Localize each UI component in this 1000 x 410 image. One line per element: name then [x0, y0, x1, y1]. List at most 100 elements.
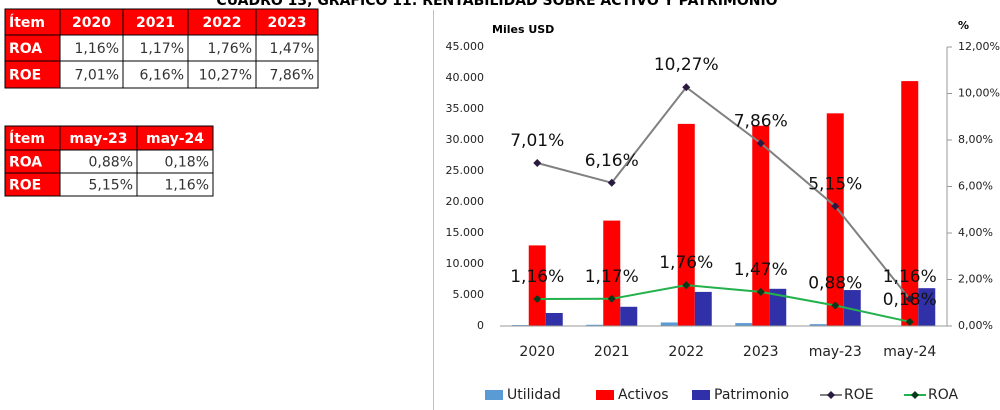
legend-label: Patrimonio — [714, 387, 789, 403]
y-axis-title: Miles USD — [492, 23, 554, 36]
x-tick-label: 2023 — [743, 344, 779, 360]
table-text: ROA — [9, 41, 42, 57]
y2-tick-label: 6,00% — [958, 180, 993, 193]
marker — [682, 83, 691, 92]
legend-swatch — [692, 390, 710, 400]
bar — [752, 125, 770, 327]
bar — [826, 113, 844, 326]
y2-tick-label: 0,00% — [958, 319, 993, 332]
table-cell — [187, 34, 257, 62]
marker — [682, 281, 691, 290]
y-tick-label: 30.000 — [446, 133, 485, 146]
table-text: may-24 — [146, 131, 204, 147]
table-text: Ítem — [9, 130, 45, 147]
y-tick-label: 25.000 — [446, 164, 485, 177]
bar — [620, 306, 638, 326]
marker — [756, 287, 765, 296]
data-label: 6,16% — [585, 151, 639, 171]
y2-tick-label: 10,00% — [958, 87, 1000, 100]
table-text: 10,27% — [199, 68, 252, 84]
bar — [809, 324, 827, 326]
legend-swatch — [596, 390, 614, 400]
x-tick-label: 2021 — [594, 344, 630, 360]
y-tick-label: 40.000 — [446, 71, 485, 84]
data-label: 0,88% — [808, 274, 862, 294]
marker — [905, 295, 914, 304]
table-text: 0,88% — [89, 155, 133, 171]
line — [537, 284, 910, 323]
data-label: 1,17% — [585, 267, 639, 287]
bar — [694, 291, 712, 326]
bar — [528, 245, 546, 326]
data-label: 5,15% — [808, 174, 862, 194]
bar — [677, 123, 695, 326]
data-label: 1,16% — [883, 267, 937, 287]
y2-tick-label: 4,00% — [958, 226, 993, 239]
table-text: 7,01% — [75, 68, 119, 84]
data-label: 7,01% — [510, 131, 564, 151]
legend-marker — [911, 391, 919, 399]
bar — [769, 288, 787, 326]
line — [536, 85, 911, 300]
y2-tick-label: 12,00% — [958, 40, 1000, 53]
data-label: 1,47% — [734, 260, 788, 280]
bar — [843, 290, 861, 326]
table-text: 1,76% — [208, 41, 252, 57]
table-cell — [255, 34, 319, 62]
table-text: 0,18% — [165, 155, 209, 171]
x-tick-label: 2022 — [668, 344, 704, 360]
page-title: CUADRO 13, GRÁFICO 11: RENTABILIDAD SOBR… — [216, 0, 777, 9]
x-tick-label: may-24 — [883, 344, 936, 360]
table-text: ROE — [9, 178, 41, 194]
y2-tick-label: 2,00% — [958, 273, 993, 286]
legend-label: ROA — [928, 387, 959, 403]
data-label: 1,16% — [510, 267, 564, 287]
y-tick-label: 5.000 — [453, 288, 485, 301]
y-tick-label: 0 — [477, 319, 484, 332]
table-text: 2020 — [72, 15, 111, 31]
x-tick-label: may-23 — [809, 344, 862, 360]
table-cell — [255, 60, 319, 89]
table-text: 5,15% — [89, 178, 133, 194]
table-cell — [187, 60, 257, 89]
table-cell — [136, 125, 214, 151]
table-cell — [4, 60, 61, 89]
marker — [831, 202, 840, 211]
table-cell — [136, 172, 214, 197]
marker — [756, 139, 765, 148]
legend-label: ROE — [844, 387, 874, 403]
table-text: ROA — [9, 155, 42, 171]
table-text: Ítem — [9, 14, 45, 31]
data-label: 7,86% — [734, 111, 788, 131]
marker — [607, 294, 616, 303]
data-label: 1,76% — [659, 253, 713, 273]
marker — [533, 295, 542, 304]
table-text: ROE — [9, 68, 41, 84]
table-text: may-23 — [69, 131, 127, 147]
bar — [735, 323, 753, 326]
marker — [905, 317, 914, 326]
table-cell — [255, 8, 319, 36]
y-tick-label: 20.000 — [446, 195, 485, 208]
table-cell — [59, 8, 124, 36]
y-tick-label: 35.000 — [446, 102, 485, 115]
data-label: 0,18% — [883, 290, 937, 310]
legend-label: Utilidad — [507, 387, 561, 403]
legend-label: Activos — [618, 387, 669, 403]
table-text: 1,16% — [165, 178, 209, 194]
bar — [545, 312, 563, 326]
bar — [901, 81, 919, 326]
table-text: 6,16% — [140, 68, 184, 84]
data-label: 10,27% — [654, 55, 719, 75]
table-text: 2021 — [136, 15, 175, 31]
y-tick-label: 10.000 — [446, 257, 485, 270]
x-tick-label: 2020 — [519, 344, 555, 360]
y2-tick-label: 8,00% — [958, 133, 993, 146]
table-text: 1,16% — [75, 41, 119, 57]
legend-swatch — [485, 390, 503, 400]
table-text: 7,86% — [270, 68, 314, 84]
y-tick-label: 45.000 — [446, 40, 485, 53]
bar — [660, 322, 678, 326]
bar — [918, 288, 936, 326]
